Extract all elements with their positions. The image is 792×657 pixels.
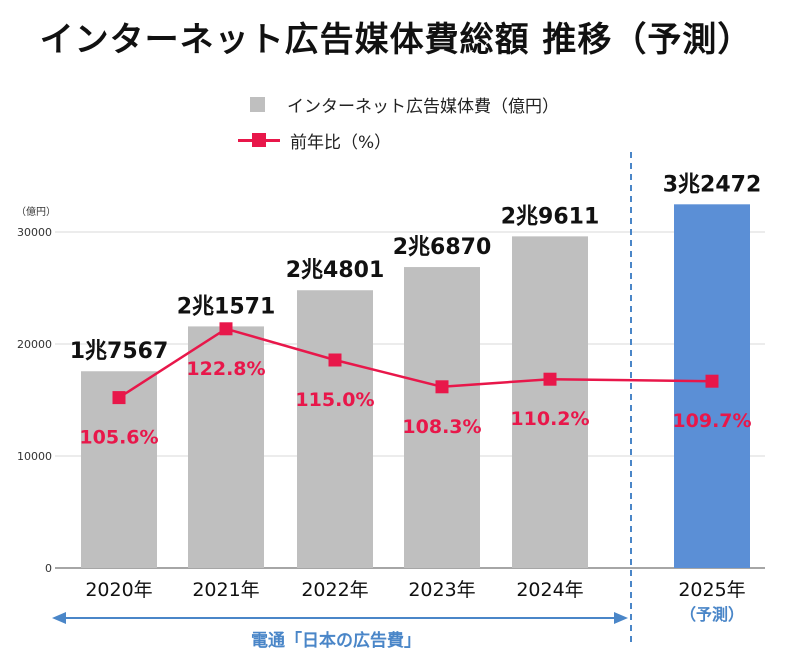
- y-tick-label: 20000: [17, 338, 52, 351]
- legend: インターネット広告媒体費（億円） 前年比（%）: [238, 92, 559, 164]
- bar-value-label: 2兆6870: [393, 235, 492, 260]
- legend-line-label: 前年比（%）: [290, 132, 392, 153]
- ratio-line: [118, 327, 713, 399]
- forecast-note: （予測）: [680, 605, 744, 624]
- chart-title: インターネット広告媒体費総額 推移（予測）: [39, 20, 753, 60]
- ratio-label: 108.3%: [402, 416, 481, 438]
- bar-value-label: 2兆9611: [501, 204, 600, 229]
- ratio-point: [705, 374, 719, 388]
- source-label: 電通「日本の広告費」: [251, 630, 421, 651]
- x-tick-label: 2025年: [678, 579, 745, 601]
- ratio-label: 105.6%: [79, 427, 158, 449]
- x-tick-label: 2021年: [192, 579, 259, 601]
- legend-line-swatch: [238, 132, 280, 148]
- bar-value-label: 1兆7567: [70, 339, 169, 364]
- source-arrow-right-head: [614, 612, 628, 624]
- x-tick-label: 2022年: [301, 579, 368, 601]
- ratio-label: 110.2%: [510, 408, 589, 430]
- bar-value-label: 3兆2472: [663, 172, 762, 197]
- bar: [188, 326, 264, 568]
- y-tick-label: 30000: [17, 226, 52, 239]
- bar-value-label: 2兆4801: [286, 258, 385, 283]
- ratio-label: 115.0%: [295, 389, 374, 411]
- y-unit-label: （億円）: [16, 205, 56, 218]
- bar: [404, 267, 480, 568]
- x-tick-label: 2023年: [408, 579, 475, 601]
- ratio-point: [328, 353, 342, 367]
- bar: [512, 236, 588, 568]
- y-tick-label: 0: [45, 562, 52, 575]
- legend-bar-label: インターネット広告媒体費（億円）: [287, 96, 559, 117]
- ratio-point: [112, 391, 126, 405]
- bar-value-label: 2兆1571: [177, 294, 276, 319]
- source-arrow-left-head: [52, 612, 66, 624]
- legend-item-bar: インターネット広告媒体費（億円）: [238, 92, 559, 117]
- legend-bar-swatch: [250, 96, 265, 112]
- x-tick-label: 2020年: [85, 579, 152, 601]
- legend-item-line: 前年比（%）: [238, 128, 559, 153]
- ratio-label: 109.7%: [672, 410, 751, 432]
- x-tick-label: 2024年: [516, 579, 583, 601]
- ratio-point: [543, 372, 557, 386]
- ratio-point: [219, 322, 233, 336]
- ratio-label: 122.8%: [186, 358, 265, 380]
- ratio-point: [435, 380, 449, 394]
- bar: [297, 290, 373, 568]
- y-tick-label: 10000: [17, 450, 52, 463]
